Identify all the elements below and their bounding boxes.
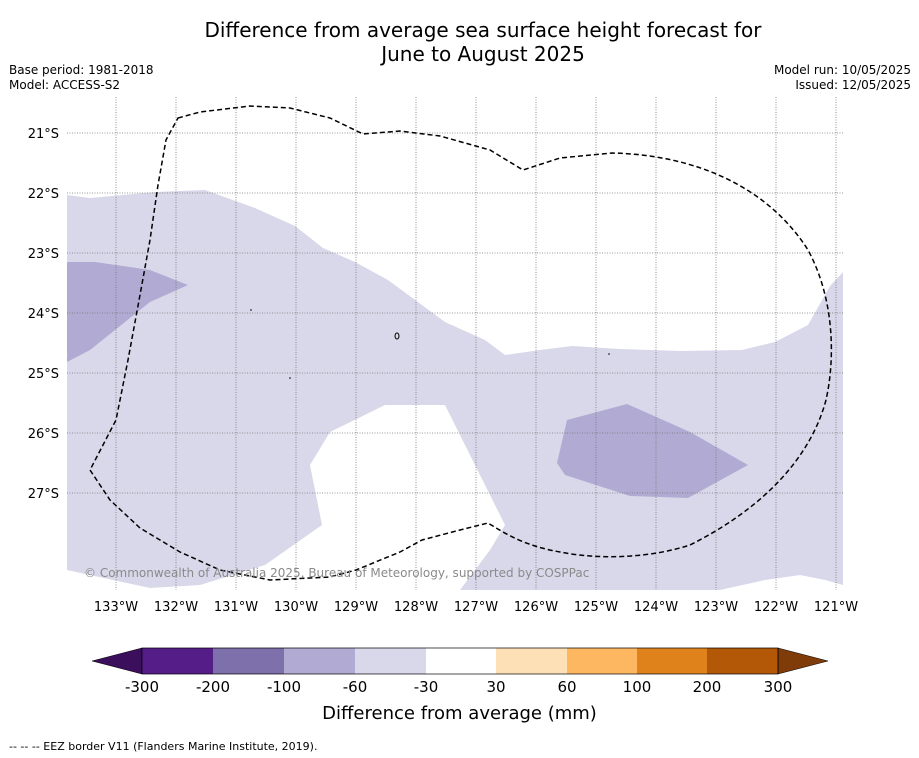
colorbar-segment [426,648,496,674]
colorbar-tick: -60 [343,678,368,696]
title-line-1: Difference from average sea surface heig… [204,18,762,42]
copyright-notice: © Commonwealth of Australia 2025, Bureau… [84,566,589,580]
colorbar-tick: 30 [486,678,505,696]
lon-labels: 133°W 132°W 131°W 130°W 129°W 128°W 127°… [94,600,858,615]
colorbar-outline [141,647,779,675]
shading-light [67,190,843,590]
colorbar-segment [496,648,567,674]
shading-medium-east [557,404,748,498]
map-title: Difference from average sea surface heig… [0,18,919,66]
colorbar-tick: 200 [693,678,722,696]
lat-labels: 21°S 22°S 23°S 24°S 25°S 26°S 27°S [28,127,59,502]
meta-left: Base period: 1981-2018 Model: ACCESS-S2 [9,63,154,93]
lat-label: 22°S [28,187,59,202]
colorbar-tick: 100 [623,678,652,696]
lat-label: 26°S [28,427,59,442]
eez-border [89,105,833,581]
colorbar-segment [142,648,213,674]
colorbar-segment [213,648,284,674]
colorbar-segment [637,648,707,674]
colorbar-under-arrow [91,647,143,675]
lon-label: 130°W [274,600,318,615]
map-area: 21°S 22°S 23°S 24°S 25°S 26°S 27°S 133°W… [28,97,858,615]
eez-footnote: -- -- -- EEZ border V11 (Flanders Marine… [9,740,318,753]
colorbar-tick: -300 [125,678,159,696]
lon-label: 122°W [754,600,798,615]
colorbar-tick: -30 [414,678,439,696]
lat-label: 25°S [28,367,59,382]
lat-gridlines [67,132,843,494]
model-run: Model run: 10/05/2025 [773,63,911,77]
colorbar-segment [355,648,426,674]
model-name: Model: ACCESS-S2 [9,78,121,92]
lon-label: 129°W [334,600,378,615]
lon-gridlines [115,97,837,590]
colorbar-over-arrow [777,647,829,675]
shading-medium-west [67,262,188,362]
colorbar-ticks: -300 -200 -100 -60 -30 30 60 100 200 300 [125,678,792,696]
lon-label: 127°W [454,600,498,615]
colorbar: -300 -200 -100 -60 -30 30 60 100 200 300 [91,647,829,696]
colorbar-tick: -200 [196,678,230,696]
island-marker [289,377,291,379]
colorbar-segment [567,648,637,674]
lon-label: 123°W [694,600,738,615]
colorbar-segment [284,648,355,674]
issued-date: Issued: 12/05/2025 [795,78,911,92]
lon-label: 131°W [214,600,258,615]
lat-label: 24°S [28,307,59,322]
island-marker [394,332,400,340]
lon-label: 125°W [574,600,618,615]
lat-label: 23°S [28,247,59,262]
lon-label: 133°W [94,600,138,615]
lon-label: 124°W [634,600,678,615]
lat-label: 21°S [28,127,59,142]
title-line-2: June to August 2025 [381,42,585,66]
lat-label: 27°S [28,487,59,502]
colorbar-tick: -100 [267,678,301,696]
lon-label: 128°W [394,600,438,615]
lon-label: 132°W [154,600,198,615]
colorbar-segment [707,648,778,674]
island-marker [608,353,610,355]
meta-right: Model run: 10/05/2025 Issued: 12/05/2025 [774,63,911,93]
colorbar-label: Difference from average (mm) [322,703,597,724]
lon-label: 121°W [814,600,858,615]
colorbar-tick: 300 [764,678,793,696]
base-period: Base period: 1981-2018 [9,63,154,77]
island-marker [250,309,252,311]
lon-label: 126°W [514,600,558,615]
colorbar-tick: 60 [557,678,576,696]
